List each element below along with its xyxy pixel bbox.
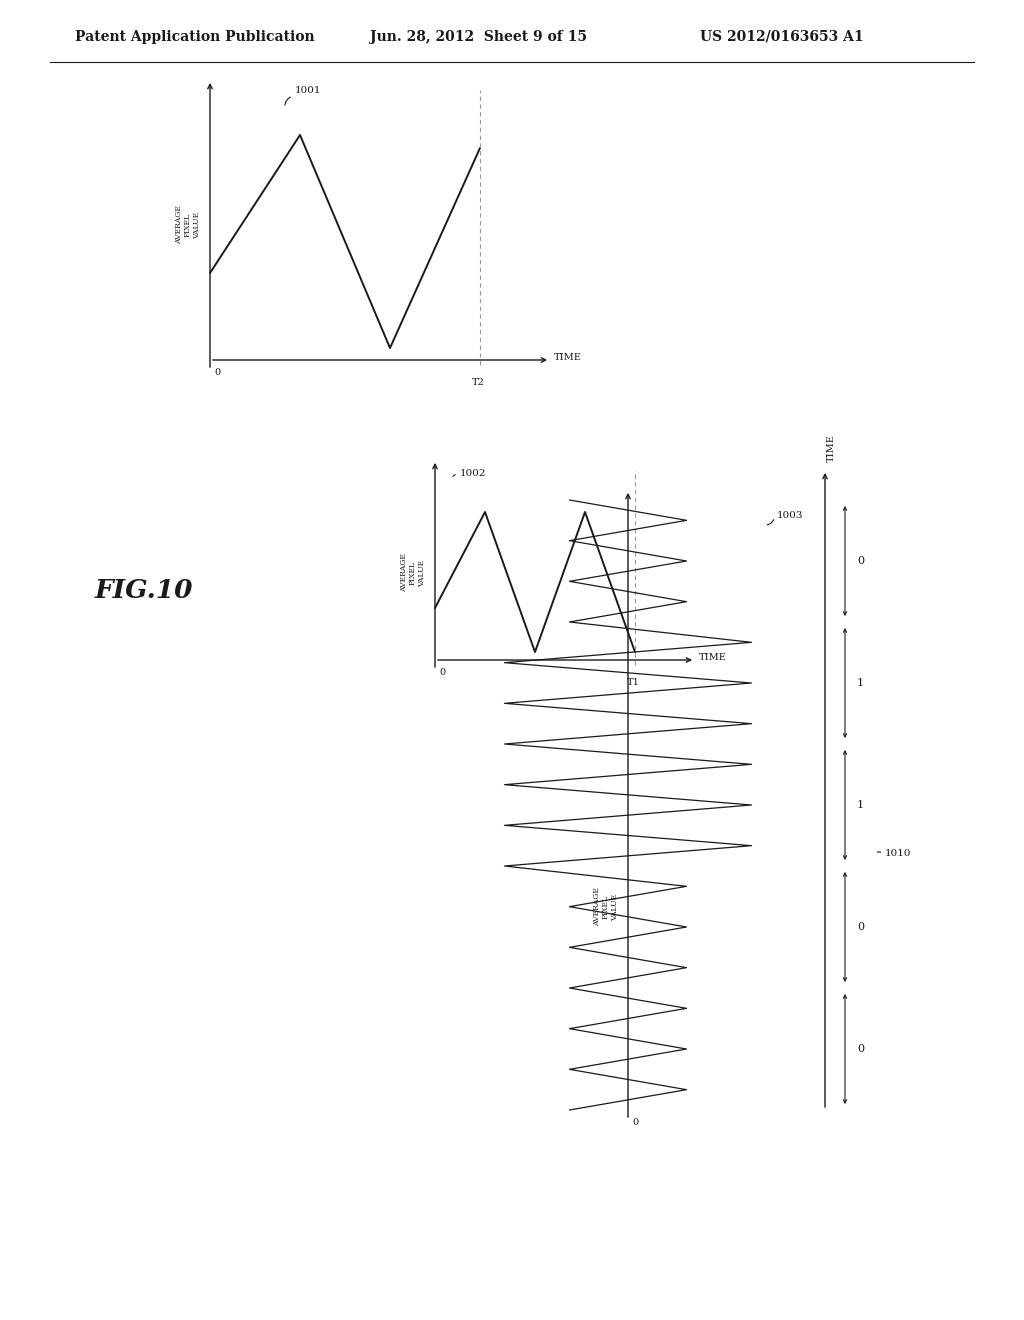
Text: AVERAGE
PIXEL
VALUE: AVERAGE PIXEL VALUE — [175, 206, 201, 244]
Text: AVERAGE
PIXEL
VALUE: AVERAGE PIXEL VALUE — [593, 887, 620, 927]
Text: 0: 0 — [857, 556, 864, 566]
Text: 0: 0 — [857, 1044, 864, 1053]
Text: T1: T1 — [627, 678, 639, 686]
Text: 0: 0 — [214, 368, 220, 378]
Text: AVERAGE
PIXEL
VALUE: AVERAGE PIXEL VALUE — [399, 553, 426, 593]
Text: 0: 0 — [857, 921, 864, 932]
Text: T2: T2 — [472, 378, 484, 387]
Text: 1002: 1002 — [460, 469, 486, 478]
Text: Patent Application Publication: Patent Application Publication — [75, 30, 314, 44]
Text: 0: 0 — [439, 668, 445, 677]
Text: 1010: 1010 — [885, 849, 911, 858]
Text: TIME: TIME — [827, 434, 836, 462]
Text: 1001: 1001 — [295, 86, 322, 95]
Text: TIME: TIME — [554, 354, 582, 363]
Text: FIG.10: FIG.10 — [95, 578, 194, 602]
Text: TIME: TIME — [699, 653, 727, 663]
Text: Jun. 28, 2012  Sheet 9 of 15: Jun. 28, 2012 Sheet 9 of 15 — [370, 30, 587, 44]
Text: 0: 0 — [632, 1118, 638, 1127]
Text: 1: 1 — [857, 678, 864, 688]
Text: 1003: 1003 — [776, 511, 803, 520]
Text: US 2012/0163653 A1: US 2012/0163653 A1 — [700, 30, 863, 44]
Text: 1: 1 — [857, 800, 864, 810]
